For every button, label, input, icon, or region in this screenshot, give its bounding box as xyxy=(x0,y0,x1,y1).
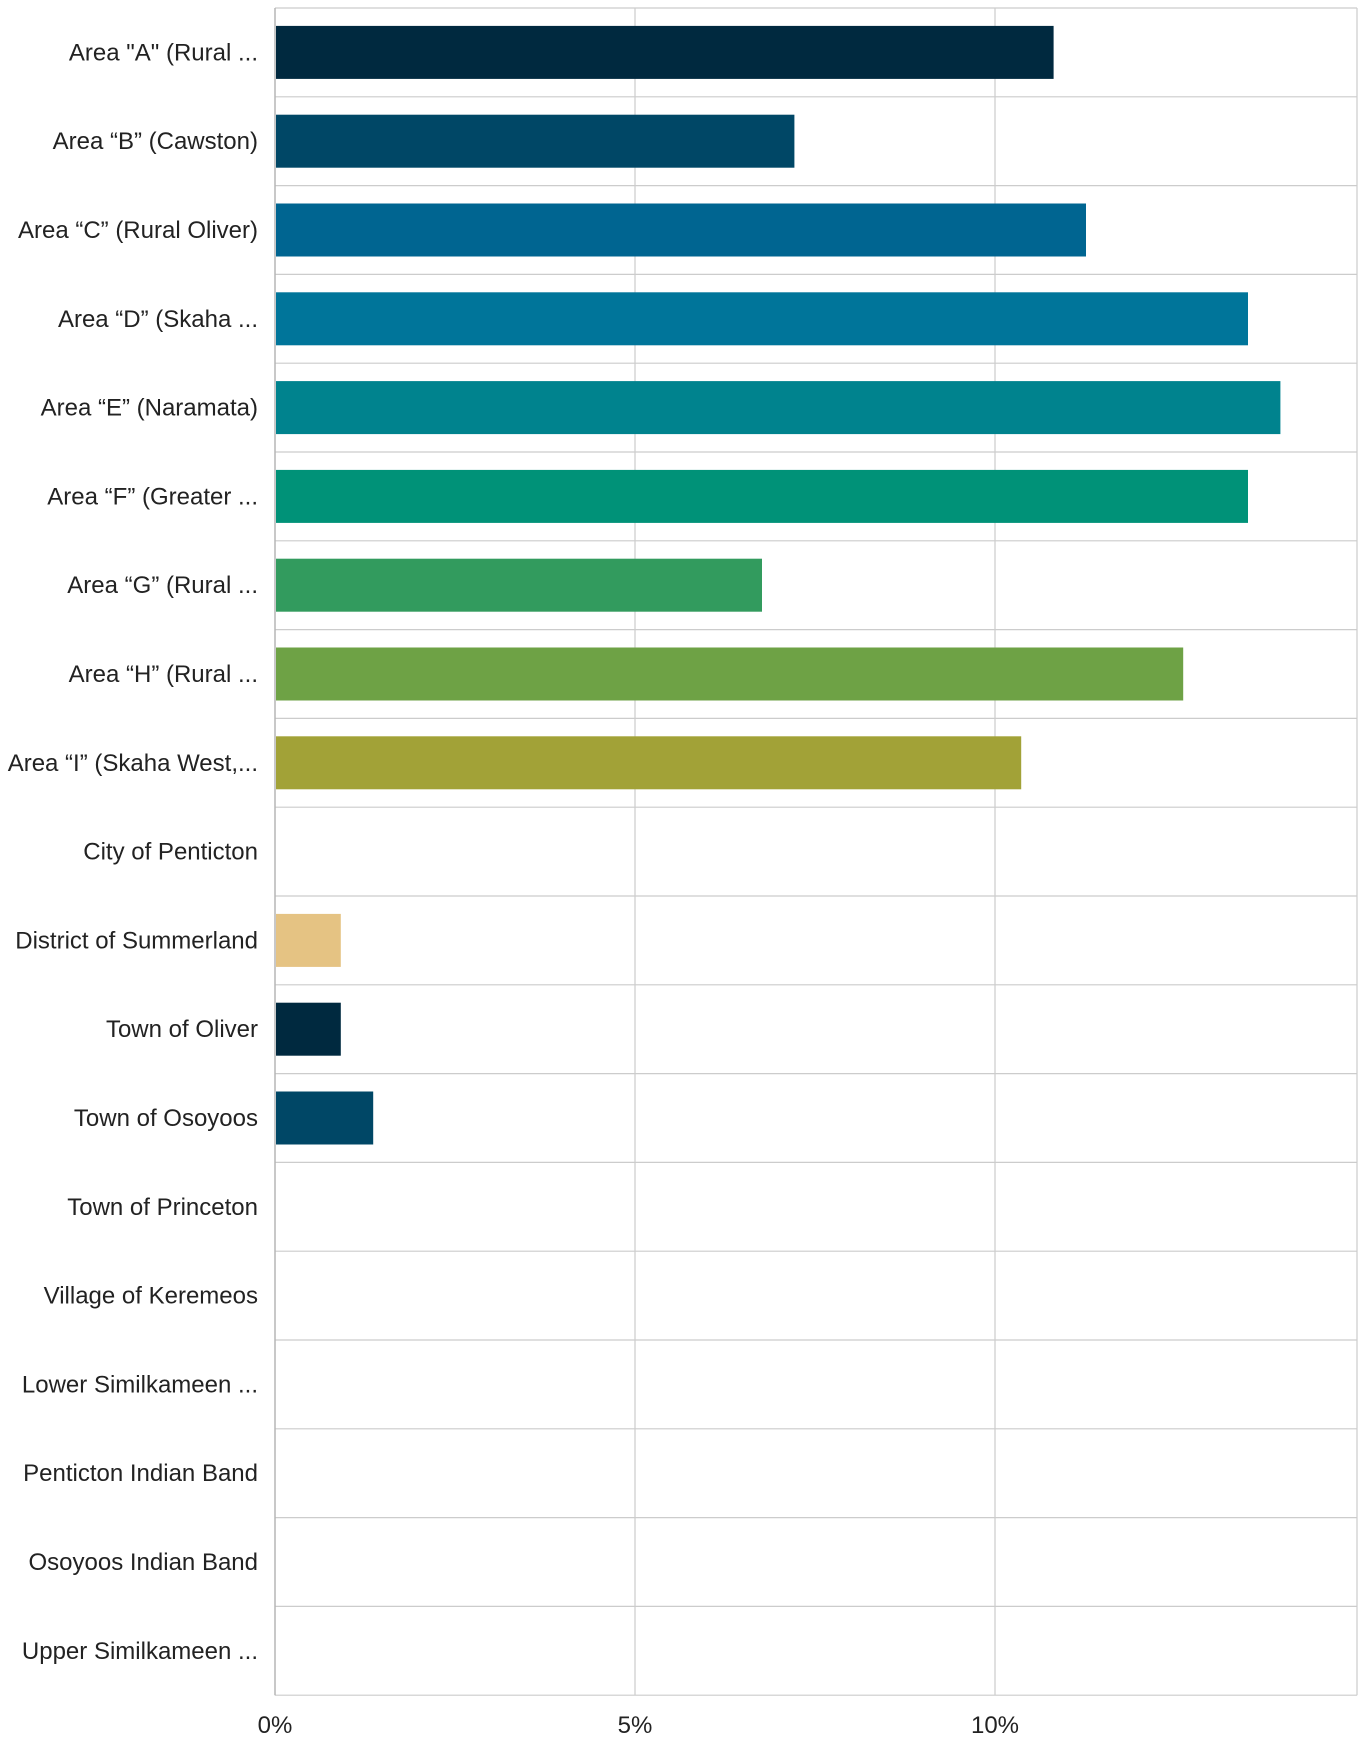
bar xyxy=(276,25,1054,79)
category-label: Village of Keremeos xyxy=(44,1283,258,1310)
bar xyxy=(276,736,1022,790)
category-label: Area “B” (Cawston) xyxy=(53,128,258,155)
x-tick-label: 10% xyxy=(971,1712,1019,1739)
category-label: Area “H” (Rural ... xyxy=(69,661,258,688)
category-label: Area “G” (Rural ... xyxy=(67,572,258,599)
category-labels: Area "A" (Rural ... Area “B” (Cawston) Are… xyxy=(8,39,258,1664)
category-label: Town of Princeton xyxy=(67,1194,258,1221)
x-tick-labels: 0% 5% 10% xyxy=(258,1712,1019,1739)
bar xyxy=(276,292,1248,346)
category-label: Area “C” (Rural Oliver) xyxy=(18,217,258,244)
category-label: Upper Similkameen ... xyxy=(22,1638,258,1665)
category-label: Area “F” (Greater ... xyxy=(47,483,258,510)
bar xyxy=(276,913,341,967)
bar xyxy=(276,647,1184,701)
bars xyxy=(276,25,1281,1145)
x-tick-label: 0% xyxy=(258,1712,293,1739)
bar xyxy=(276,1002,341,1056)
x-tick-label: 5% xyxy=(618,1712,653,1739)
bar xyxy=(276,114,795,168)
bar xyxy=(276,1091,374,1145)
category-label: Town of Osoyoos xyxy=(74,1105,258,1132)
grid xyxy=(274,7,1358,1696)
category-label: Osoyoos Indian Band xyxy=(29,1549,259,1576)
bar xyxy=(276,558,762,612)
category-label: Area “E” (Naramata) xyxy=(41,395,258,422)
category-label: Lower Similkameen ... xyxy=(22,1371,258,1398)
category-label: Area "A" (Rural ... xyxy=(69,39,258,66)
category-label: Area “D” (Skaha ... xyxy=(58,306,258,333)
category-label: Town of Oliver xyxy=(106,1016,258,1043)
category-label: District of Summerland xyxy=(15,927,258,954)
bar xyxy=(276,203,1086,257)
category-label: Penticton Indian Band xyxy=(23,1460,258,1487)
category-label: Area “I” (Skaha West,... xyxy=(8,750,258,777)
bar xyxy=(276,469,1248,523)
category-label: City of Penticton xyxy=(83,839,258,866)
bar xyxy=(276,381,1281,435)
